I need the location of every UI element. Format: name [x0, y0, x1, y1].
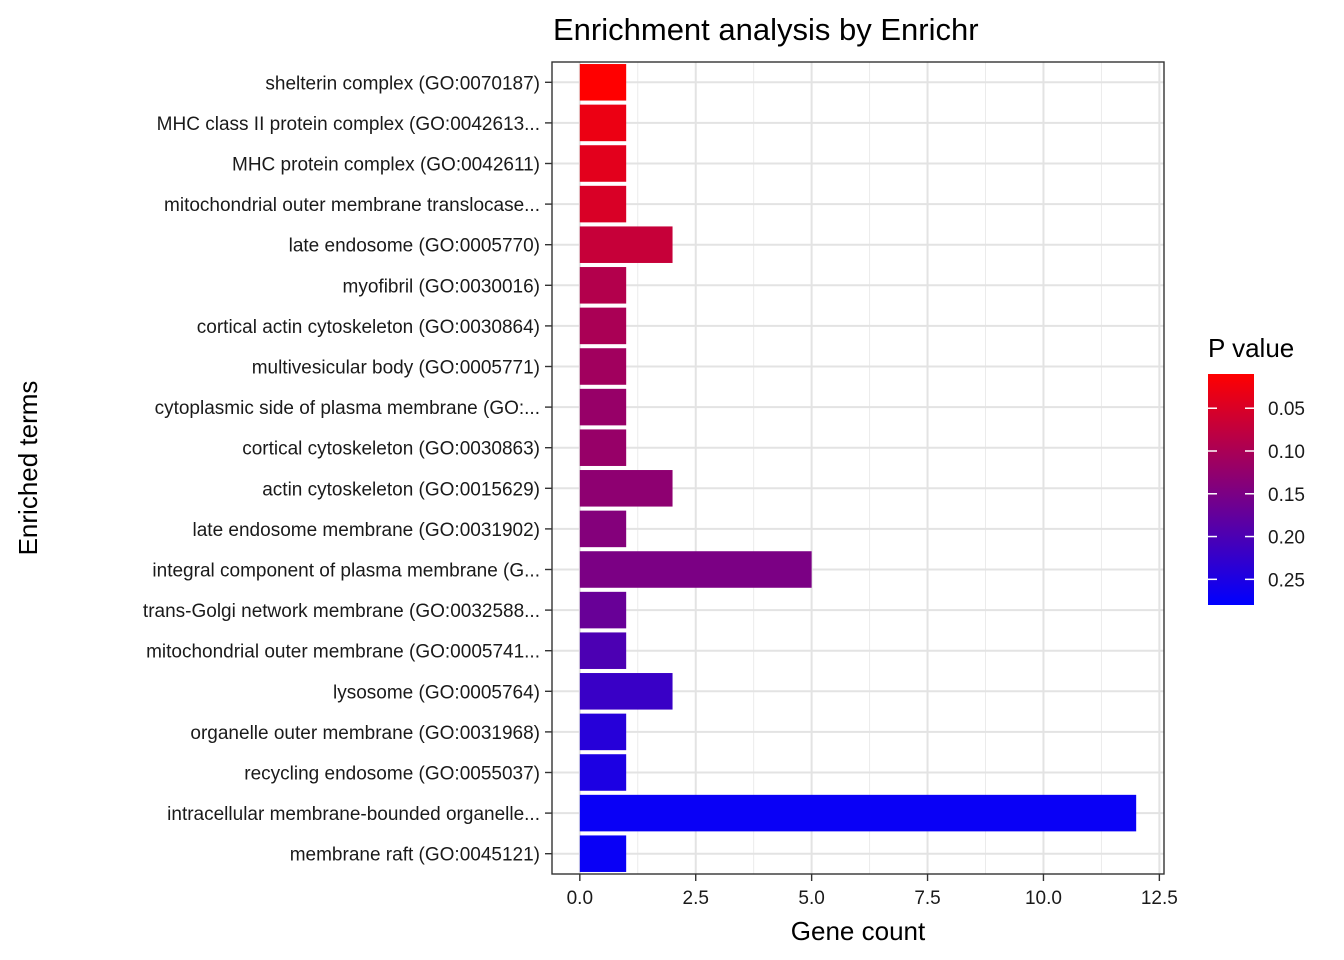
- y-tick-label: multivesicular body (GO:0005771): [252, 358, 540, 379]
- bar: [579, 510, 627, 548]
- y-tick-label: mitochondrial outer membrane translocase…: [164, 195, 540, 216]
- y-tick-label: lysosome (GO:0005764): [333, 682, 540, 703]
- y-tick-label: cortical cytoskeleton (GO:0030863): [242, 439, 540, 460]
- bar: [579, 267, 627, 304]
- y-tick-label: mitochondrial outer membrane (GO:0005741…: [146, 642, 540, 663]
- legend-colorbar: [1208, 374, 1254, 605]
- y-tick-label: intracellular membrane-bounded organelle…: [167, 804, 540, 825]
- bar: [579, 185, 627, 223]
- y-tick-label: organelle outer membrane (GO:0031968): [190, 723, 540, 744]
- y-tick-label: late endosome membrane (GO:0031902): [193, 520, 540, 541]
- bar: [579, 429, 627, 466]
- y-tick-label: integral component of plasma membrane (G…: [152, 561, 540, 582]
- bar: [579, 551, 812, 588]
- legend-label: 0.05: [1268, 399, 1305, 420]
- bar: [579, 348, 627, 385]
- x-tick-label: 12.5: [1141, 888, 1178, 909]
- x-tick-label: 2.5: [683, 888, 709, 909]
- y-tick-label: late endosome (GO:0005770): [289, 236, 540, 257]
- y-tick-label: trans-Golgi network membrane (GO:0032588…: [143, 601, 540, 622]
- bar: [579, 835, 627, 872]
- x-axis-title: Gene count: [791, 916, 926, 946]
- bar: [579, 794, 1137, 832]
- x-tick-label: 10.0: [1025, 888, 1062, 909]
- y-tick-label: membrane raft (GO:0045121): [290, 845, 540, 866]
- plot-panel-border: [551, 61, 1165, 875]
- y-axis: shelterin complex (GO:0070187) MHC class …: [143, 73, 552, 866]
- bar: [579, 673, 673, 710]
- bar: [579, 470, 673, 507]
- legend-label: 0.15: [1268, 485, 1305, 506]
- y-axis-title: Enriched terms: [13, 381, 43, 556]
- bar: [579, 145, 627, 182]
- bar: [579, 307, 627, 345]
- plot-panel: [552, 62, 1164, 874]
- y-tick-label: shelterin complex (GO:0070187): [265, 73, 540, 94]
- x-tick-label: 5.0: [798, 888, 824, 909]
- x-tick-label: 0.0: [567, 888, 593, 909]
- legend-label: 0.10: [1268, 442, 1305, 463]
- x-axis: 0.0 2.5 5.0 7.5 10.0 12.5: [567, 874, 1178, 909]
- bar: [579, 591, 627, 629]
- y-tick-label: MHC class II protein complex (GO:0042613…: [157, 114, 540, 135]
- legend-label: 0.25: [1268, 570, 1305, 591]
- y-tick-label: recycling endosome (GO:0055037): [244, 764, 540, 785]
- bar: [579, 754, 627, 791]
- legend-title: P value: [1208, 333, 1294, 363]
- grid-layer: [552, 62, 1164, 874]
- bar: [579, 632, 627, 669]
- bar: [579, 713, 627, 751]
- bar-layer: [579, 64, 1137, 872]
- y-tick-label: cytoplasmic side of plasma membrane (GO:…: [155, 398, 540, 419]
- y-tick-label: MHC protein complex (GO:0042611): [232, 155, 540, 176]
- y-tick-label: cortical actin cytoskeleton (GO:0030864): [197, 317, 540, 338]
- bar: [579, 104, 627, 142]
- x-tick-label: 7.5: [914, 888, 940, 909]
- bar: [579, 226, 673, 263]
- y-tick-label: myofibril (GO:0030016): [343, 276, 540, 297]
- legend-label: 0.20: [1268, 528, 1305, 549]
- legend: P value 0.05 0.10 0.15 0.20 0.25: [1208, 333, 1305, 605]
- bar: [579, 64, 627, 101]
- bar: [579, 388, 627, 426]
- y-tick-label: actin cytoskeleton (GO:0015629): [262, 479, 540, 500]
- chart-title: Enrichment analysis by Enrichr: [553, 12, 979, 47]
